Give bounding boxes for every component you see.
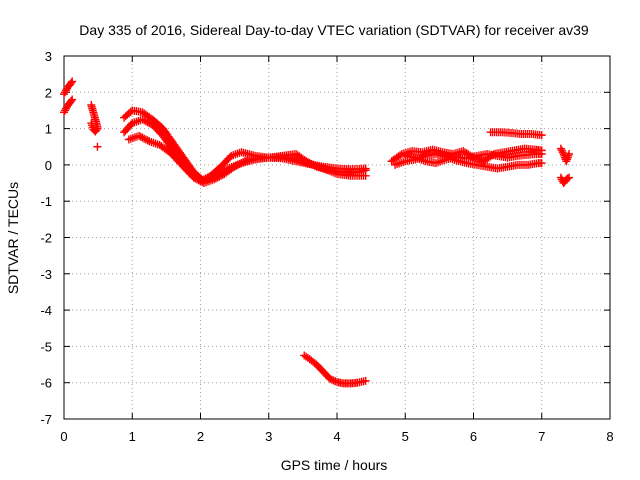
y-tick-label: 3 (45, 49, 52, 64)
data-point (141, 135, 150, 144)
data-point (329, 376, 338, 385)
data-point (556, 173, 565, 182)
data-point (215, 172, 224, 181)
data-point (213, 173, 222, 182)
y-tick-labels: -7 -6 -5 -4 -3 -2 -1 0 1 2 3 (40, 49, 52, 427)
data-point (234, 160, 243, 169)
x-axis-label: GPS time / hours (281, 457, 388, 473)
data-point (126, 107, 135, 116)
data-point (327, 375, 336, 384)
grid-lines (63, 55, 611, 420)
data-point (556, 144, 565, 153)
x-tick-label: 1 (129, 429, 136, 444)
data-point (68, 77, 77, 86)
data-point (211, 174, 220, 183)
data-point (565, 173, 574, 182)
data-point (136, 132, 145, 141)
data-point (558, 148, 567, 157)
x-tick-label: 8 (606, 429, 613, 444)
data-point (537, 150, 546, 159)
y-tick-label: -6 (40, 376, 52, 391)
data-point (361, 164, 370, 173)
y-tick-label: -3 (40, 267, 52, 282)
x-tick-label: 0 (60, 429, 67, 444)
data-point (68, 95, 77, 104)
data-point (557, 146, 566, 155)
data-point (196, 177, 205, 186)
data-point (563, 174, 572, 183)
x-tick-label: 6 (470, 429, 477, 444)
data-point (237, 159, 246, 168)
data-point (67, 78, 76, 87)
data-point (361, 376, 370, 385)
data-point (361, 171, 370, 180)
data-point (199, 175, 208, 184)
x-tick-label: 5 (402, 429, 409, 444)
data-point (201, 174, 210, 183)
plot-frame (63, 55, 611, 420)
y-tick-label: -7 (40, 412, 52, 427)
data-point (143, 118, 152, 127)
data-point (143, 136, 152, 145)
data-point (232, 161, 241, 170)
data-point (93, 142, 102, 151)
data-point (93, 124, 102, 133)
data-point (138, 115, 147, 124)
data-point (67, 97, 76, 106)
y-tick-label: 1 (45, 122, 52, 137)
y-axis-label: SDTVAR / TECUs (5, 182, 21, 294)
data-point (140, 134, 149, 143)
data-point (135, 131, 144, 140)
y-tick-label: -5 (40, 339, 52, 354)
y-tick-label: -2 (40, 231, 52, 246)
data-point (331, 377, 340, 386)
data-points (60, 77, 574, 388)
data-point (239, 158, 248, 167)
y-tick-label: -4 (40, 303, 52, 318)
data-point (92, 126, 101, 135)
x-tick-label: 4 (333, 429, 340, 444)
data-point (203, 173, 212, 182)
data-point (537, 131, 546, 140)
data-point (198, 176, 207, 185)
data-point (235, 159, 244, 168)
data-point (230, 162, 239, 171)
chart-title: Day 335 of 2016, Sidereal Day-to-day VTE… (79, 22, 589, 38)
data-point (565, 150, 574, 159)
data-point (138, 133, 147, 142)
x-tick-label: 7 (538, 429, 545, 444)
x-tick-label: 3 (265, 429, 272, 444)
y-tick-label: 2 (45, 85, 52, 100)
data-point (326, 375, 335, 384)
x-tick-label: 2 (197, 429, 204, 444)
x-tick-labels: 0 1 2 3 4 5 6 7 8 (60, 429, 613, 444)
data-point (216, 171, 225, 180)
y-tick-label: 0 (45, 158, 52, 173)
data-point (537, 159, 546, 168)
y-tick-label: -1 (40, 194, 52, 209)
data-point (141, 117, 150, 126)
data-point (145, 119, 154, 128)
data-point (140, 116, 149, 125)
